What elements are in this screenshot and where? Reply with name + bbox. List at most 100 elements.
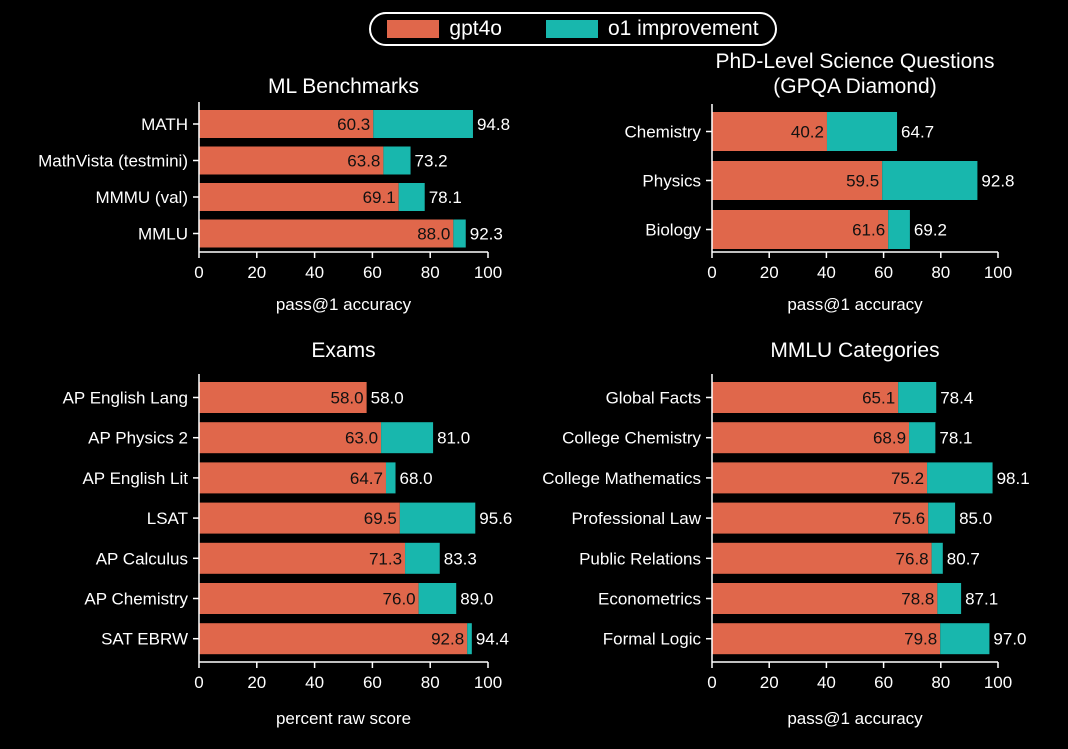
bar-gpt4o: [199, 542, 406, 574]
category-label: AP Calculus: [96, 549, 188, 568]
bar-gpt4o: [712, 210, 889, 249]
panel-title: MMLU Categories: [770, 339, 939, 362]
bar-o1-improvement: [882, 161, 978, 200]
data-label-gpt4o: 40.2: [791, 122, 824, 141]
x-tick-label: 80: [931, 673, 950, 692]
data-label-gpt4o: 60.3: [337, 115, 370, 134]
x-tick-label: 20: [247, 673, 266, 692]
data-label-o1-total: 94.8: [477, 115, 510, 134]
data-label-gpt4o: 71.3: [369, 549, 402, 568]
category-label: MMLU: [138, 224, 188, 243]
x-tick-label: 20: [247, 263, 266, 282]
data-label-gpt4o: 59.5: [846, 171, 879, 190]
bar-gpt4o: [199, 583, 419, 614]
x-tick-label: 60: [874, 263, 893, 282]
category-label: Biology: [645, 220, 701, 239]
x-tick-label: 100: [984, 673, 1012, 692]
legend-label-o1: o1 improvement: [607, 17, 759, 40]
data-label-gpt4o: 76.0: [383, 589, 416, 608]
data-label-o1-total: 97.0: [993, 630, 1026, 649]
data-label-o1-total: 69.2: [914, 220, 947, 239]
category-label: AP Chemistry: [84, 589, 188, 608]
bar-gpt4o: [712, 542, 932, 574]
x-tick-label: 0: [194, 673, 203, 692]
x-tick-label: 80: [421, 673, 440, 692]
bar-gpt4o: [712, 422, 910, 454]
bar-gpt4o: [712, 583, 938, 614]
data-label-o1-total: 85.0: [959, 509, 992, 528]
data-label-gpt4o: 88.0: [417, 224, 450, 243]
data-label-o1-total: 68.0: [400, 469, 433, 488]
data-label-o1-total: 92.8: [981, 171, 1014, 190]
panel-title: Exams: [311, 339, 375, 362]
legend: gpt4o o1 improvement: [369, 12, 777, 46]
legend-swatch-gpt4o: [387, 20, 440, 38]
bar-o1-improvement: [399, 502, 476, 534]
bar-o1-improvement: [373, 110, 473, 138]
data-label-gpt4o: 61.6: [852, 220, 885, 239]
data-label-gpt4o: 79.8: [904, 630, 937, 649]
data-label-gpt4o: 68.9: [873, 429, 906, 448]
bar-o1-improvement: [381, 422, 434, 454]
legend-swatch-o1: [545, 20, 598, 38]
data-label-o1-total: 73.2: [415, 151, 448, 170]
data-label-gpt4o: 69.1: [363, 188, 396, 207]
panel-title: ML Benchmarks: [268, 75, 419, 98]
data-label-gpt4o: 92.8: [431, 630, 464, 649]
category-label: Physics: [642, 171, 701, 190]
data-label-o1-total: 89.0: [460, 589, 493, 608]
bar-o1-improvement: [898, 382, 937, 413]
data-label-o1-total: 95.6: [479, 509, 512, 528]
bar-gpt4o: [199, 422, 382, 454]
legend-item-gpt4o: gpt4o: [387, 17, 502, 41]
bar-o1-improvement: [467, 623, 472, 655]
bar-gpt4o: [199, 146, 384, 175]
data-label-o1-total: 78.4: [940, 388, 973, 407]
bar-o1-improvement: [385, 462, 396, 494]
x-tick-label: 60: [874, 673, 893, 692]
bar-gpt4o: [199, 462, 386, 494]
data-label-o1-total: 80.7: [947, 549, 980, 568]
category-label: MMMU (val): [95, 188, 188, 207]
data-label-gpt4o: 78.8: [901, 589, 934, 608]
data-label-o1-total: 92.3: [470, 224, 503, 243]
panel-title: PhD-Level Science Questions: [716, 50, 995, 73]
bar-gpt4o: [199, 623, 468, 655]
bar-gpt4o: [712, 623, 941, 655]
bar-gpt4o: [712, 502, 929, 534]
category-label: Public Relations: [579, 549, 701, 568]
x-axis-label: pass@1 accuracy: [787, 709, 923, 728]
data-label-gpt4o: 76.8: [896, 549, 929, 568]
bar-o1-improvement: [931, 542, 943, 574]
panel-title: (GPQA Diamond): [773, 75, 936, 98]
data-label-gpt4o: 64.7: [350, 469, 383, 488]
bar-gpt4o: [712, 382, 899, 413]
x-tick-label: 20: [760, 673, 779, 692]
bar-o1-improvement: [937, 583, 962, 614]
x-tick-label: 20: [760, 263, 779, 282]
x-tick-label: 100: [474, 673, 502, 692]
data-label-gpt4o: 65.1: [862, 388, 895, 407]
x-axis-label: pass@1 accuracy: [787, 295, 923, 314]
data-label-o1-total: 78.1: [429, 188, 462, 207]
x-tick-label: 0: [194, 263, 203, 282]
category-label: AP English Lit: [82, 469, 188, 488]
x-tick-label: 80: [421, 263, 440, 282]
data-label-o1-total: 83.3: [444, 549, 477, 568]
data-label-gpt4o: 69.5: [364, 509, 397, 528]
bar-gpt4o: [199, 502, 400, 534]
x-tick-label: 100: [474, 263, 502, 282]
data-label-gpt4o: 63.8: [347, 151, 380, 170]
data-label-gpt4o: 63.0: [345, 429, 378, 448]
category-label: AP Physics 2: [88, 429, 188, 448]
x-axis-label: pass@1 accuracy: [276, 295, 412, 314]
category-label: MATH: [141, 115, 188, 134]
category-label: Chemistry: [624, 122, 701, 141]
bar-o1-improvement: [418, 583, 457, 614]
bar-gpt4o: [199, 219, 454, 248]
bar-o1-improvement: [826, 112, 898, 151]
x-tick-label: 80: [931, 263, 950, 282]
data-label-o1-total: 81.0: [437, 429, 470, 448]
data-label-o1-total: 87.1: [965, 589, 998, 608]
category-label: SAT EBRW: [101, 630, 188, 649]
